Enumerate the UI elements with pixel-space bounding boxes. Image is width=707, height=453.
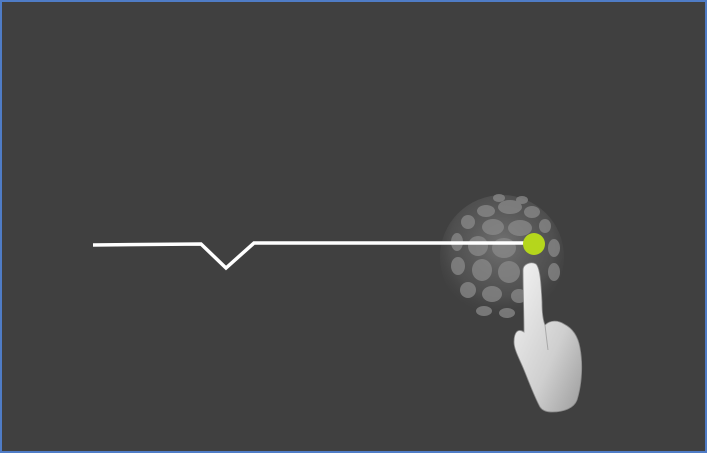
touch-point xyxy=(523,233,545,255)
pointing-hand-icon xyxy=(513,262,583,413)
dotted-sphere-icon xyxy=(440,194,564,319)
gesture-trail xyxy=(92,241,530,271)
